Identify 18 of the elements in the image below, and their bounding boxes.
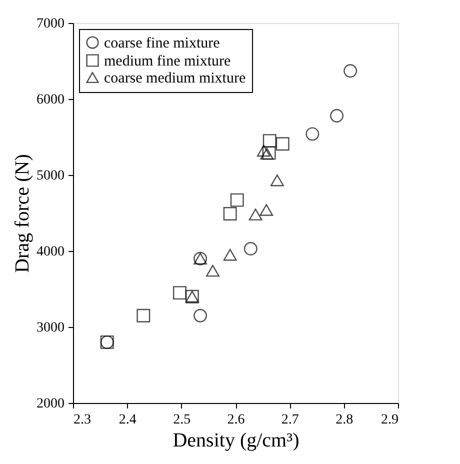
y-tick-label: 2000: [36, 396, 64, 412]
x-tick-label: 2.7: [281, 412, 299, 428]
x-tick-label: 2.4: [118, 412, 136, 428]
x-tick-label: 2.3: [74, 412, 91, 428]
x-tick-label: 2.9: [381, 412, 398, 428]
legend-label: medium fine mixture: [104, 54, 231, 70]
legend-label: coarse medium mixture: [104, 70, 246, 86]
y-tick-label: 7000: [36, 16, 64, 32]
y-tick-label: 6000: [36, 92, 64, 108]
x-tick-label: 2.5: [173, 412, 191, 428]
x-axis-title: Density (g/cm³): [172, 430, 300, 452]
y-axis-title: Drag force (N): [12, 154, 34, 273]
y-tick-label: 4000: [36, 244, 64, 260]
x-tick-label: 2.6: [227, 412, 245, 428]
x-tick-label: 2.8: [336, 412, 354, 428]
y-tick-label: 3000: [36, 320, 64, 336]
y-tick-label: 5000: [36, 168, 64, 184]
legend-label: coarse fine mixture: [104, 36, 220, 52]
